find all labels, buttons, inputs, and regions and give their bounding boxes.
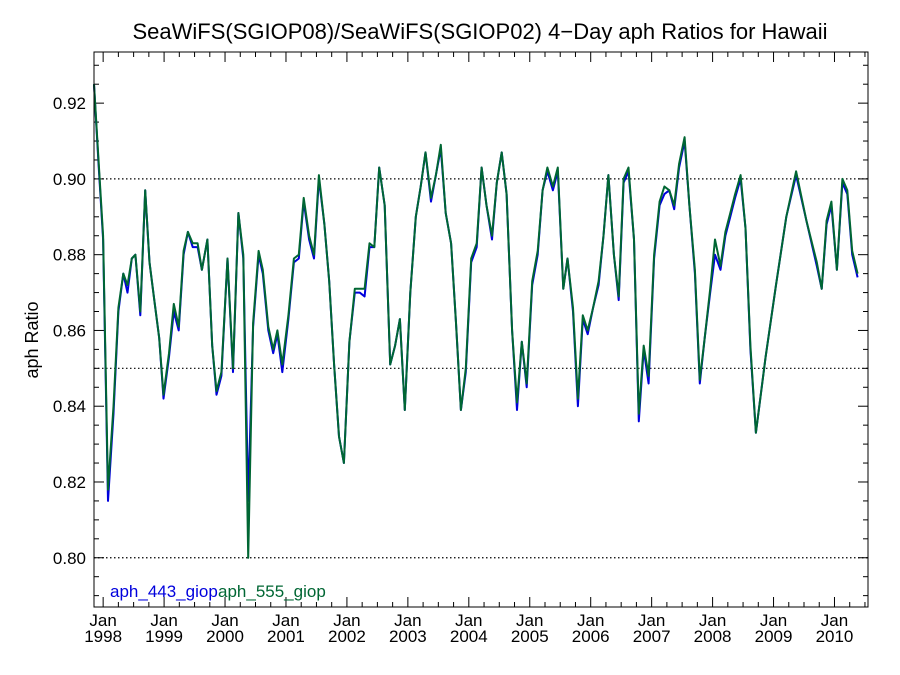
tick-layer: 0.800.820.840.860.880.900.92Jan1998Jan19…	[53, 52, 868, 646]
x-tick-label-month: Jan	[394, 611, 421, 630]
x-tick-label-year: 2010	[816, 627, 854, 646]
x-tick-label-year: 2000	[206, 627, 244, 646]
x-tick-label-year: 1999	[145, 627, 183, 646]
legend-item-aph-555: aph_555_giop	[218, 582, 326, 601]
y-tick-label: 0.92	[53, 94, 86, 113]
legend-item-aph-443: aph_443_giop	[110, 582, 218, 601]
y-tick-label: 0.88	[53, 246, 86, 265]
x-tick-label-month: Jan	[821, 611, 848, 630]
x-tick-label-month: Jan	[333, 611, 360, 630]
x-tick-label-month: Jan	[638, 611, 665, 630]
series-line-aph_443_giop	[93, 84, 859, 502]
y-tick-label: 0.90	[53, 170, 86, 189]
y-axis-label: aph Ratio	[22, 301, 42, 378]
x-tick-label-year: 2007	[633, 627, 671, 646]
y-tick-label: 0.86	[53, 321, 86, 340]
x-tick-label-year: 1998	[84, 627, 122, 646]
chart-title: SeaWiFS(SGIOP08)/SeaWiFS(SGIOP02) 4−Day …	[132, 19, 827, 44]
x-tick-label-year: 2006	[572, 627, 610, 646]
y-tick-label: 0.84	[53, 397, 86, 416]
x-tick-label-year: 2003	[389, 627, 427, 646]
x-tick-label-month: Jan	[577, 611, 604, 630]
x-tick-label-month: Jan	[760, 611, 787, 630]
x-tick-label-month: Jan	[150, 611, 177, 630]
series-line-aph_555_giop	[93, 84, 859, 559]
series-layer	[93, 84, 859, 559]
plot-frame	[93, 51, 869, 608]
y-tick-label: 0.82	[53, 473, 86, 492]
x-tick-label-year: 2002	[328, 627, 366, 646]
x-tick-label-month: Jan	[455, 611, 482, 630]
x-tick-label-year: 2005	[511, 627, 549, 646]
x-tick-label-year: 2009	[755, 627, 793, 646]
x-tick-label-month: Jan	[89, 611, 116, 630]
x-tick-label-year: 2004	[450, 627, 488, 646]
x-tick-label-year: 2001	[267, 627, 305, 646]
x-tick-label-year: 2008	[694, 627, 732, 646]
legend: aph_443_giop aph_555_giop	[110, 582, 326, 601]
x-tick-label-month: Jan	[699, 611, 726, 630]
x-tick-label-month: Jan	[272, 611, 299, 630]
x-tick-label-month: Jan	[211, 611, 238, 630]
y-tick-label: 0.80	[53, 549, 86, 568]
x-tick-label-month: Jan	[516, 611, 543, 630]
